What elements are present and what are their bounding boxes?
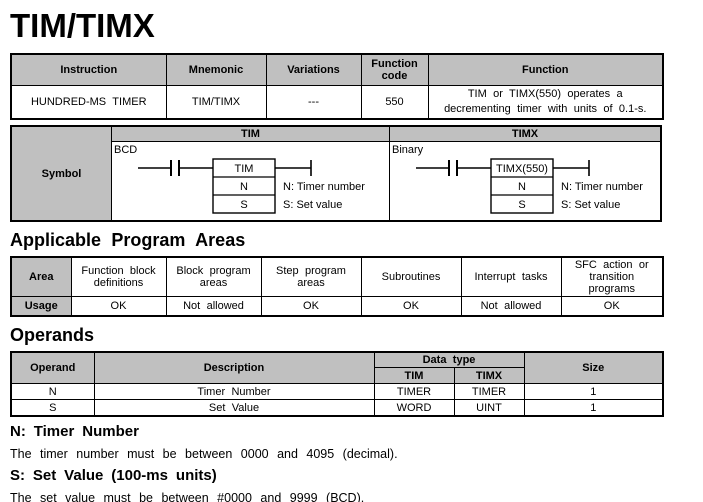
manual-page: TIM/TIMX Instruction Mnemonic Variations… <box>10 7 665 502</box>
symbol-header-timx: TIMX <box>390 127 660 143</box>
timx-note-s: S: Set value <box>561 199 620 211</box>
instruction-box <box>212 158 276 214</box>
cell-function: TIM or TIMX(550) operates a decrementing… <box>427 84 664 120</box>
cell-size: 1 <box>523 399 664 417</box>
usage-col-0: OK <box>70 296 167 317</box>
area-col-4: Interrupt tasks <box>460 256 562 298</box>
col-header-mnemonic: Mnemonic <box>165 53 267 86</box>
usage-col-1: Not allowed <box>165 296 262 317</box>
col-header-timx: TIMX <box>453 367 525 385</box>
program-areas-usage-row: Usage OK Not allowed OK OK Not allowed O… <box>10 296 664 317</box>
cell-description: Timer Number <box>93 383 375 401</box>
row-header-area: Area <box>10 256 72 298</box>
timx-operand-s: S <box>518 199 525 211</box>
operands-header-row-1: Operand Description Data type Size <box>10 351 664 385</box>
section-heading-operands: Operands <box>10 324 95 345</box>
cell-tim-type: TIMER <box>373 383 455 401</box>
instruction-table-row: HUNDRED-MS TIMER TIM/TIMX --- 550 TIM or… <box>10 84 664 120</box>
instruction-box <box>490 158 554 214</box>
tim-format-label: BCD <box>114 144 137 156</box>
cell-variations: --- <box>265 84 362 120</box>
row-header-usage: Usage <box>10 296 72 317</box>
instruction-table: Instruction Mnemonic Variations Function… <box>10 53 664 121</box>
symbol-table: Symbol TIM BCD TIM N S <box>10 125 662 223</box>
timx-format-label: Binary <box>392 144 424 156</box>
usage-col-2: OK <box>260 296 362 317</box>
cell-operand: N <box>10 383 95 401</box>
cell-description: Set Value <box>93 399 375 417</box>
symbol-panel-timx: TIMX Binary TIMX(550) N S N: Timer <box>390 127 660 221</box>
cell-size: 1 <box>523 383 664 401</box>
timx-operand-n: N <box>518 181 526 193</box>
cell-operand: S <box>10 399 95 417</box>
col-header-size: Size <box>523 351 664 385</box>
operands-header-row-2: TIM TIMX <box>11 367 663 385</box>
area-col-0: Function block definitions <box>70 256 167 298</box>
symbol-row-label: Symbol <box>12 127 112 221</box>
col-header-tim: TIM <box>373 367 455 385</box>
cell-instruction: HUNDRED-MS TIMER <box>10 84 167 120</box>
usage-col-5: OK <box>560 296 664 317</box>
area-col-1: Block program areas <box>165 256 262 298</box>
instruction-table-header-row: Instruction Mnemonic Variations Function… <box>10 53 664 86</box>
tim-ladder-svg: BCD TIM N S N: Timer number S: Set value <box>114 144 365 214</box>
cell-timx-type: UINT <box>453 399 525 417</box>
note-body-s: The set value must be between #0000 and … <box>10 490 365 502</box>
timx-ladder-svg: Binary TIMX(550) N S N: Timer number S: … <box>392 144 643 214</box>
col-header-operand: Operand <box>10 351 95 385</box>
program-areas-table: Area Function block definitions Block pr… <box>10 256 664 317</box>
area-col-2: Step program areas <box>260 256 362 298</box>
tim-operand-s: S <box>240 199 247 211</box>
area-col-3: Subroutines <box>360 256 462 298</box>
cell-mnemonic: TIM/TIMX <box>165 84 267 120</box>
page-title: TIM/TIMX <box>10 7 155 44</box>
section-heading-program-areas: Applicable Program Areas <box>10 230 246 251</box>
note-heading-s: S: Set Value (100-ms units) <box>10 466 217 484</box>
ladder-diagram-timx: Binary TIMX(550) N S N: Timer number S: … <box>390 142 660 221</box>
operands-table: Operand Description Data type Size TIM T… <box>10 350 665 417</box>
col-header-data-type: Data type <box>373 351 525 369</box>
symbol-panel-tim: TIM BCD TIM N S N: Timer number <box>112 127 390 221</box>
symbol-header-tim: TIM <box>112 127 389 143</box>
note-heading-n: N: Timer Number <box>10 422 139 440</box>
cell-timx-type: TIMER <box>453 383 525 401</box>
note-body-n: The timer number must be between 0000 an… <box>10 446 398 461</box>
cell-tim-type: WORD <box>373 399 455 417</box>
ladder-diagram-tim: BCD TIM N S N: Timer number S: Set value <box>112 142 389 221</box>
usage-col-4: Not allowed <box>460 296 562 317</box>
tim-note-n: N: Timer number <box>283 181 365 193</box>
tim-note-s: S: Set value <box>283 199 342 211</box>
usage-col-3: OK <box>360 296 462 317</box>
col-header-function: Function <box>427 53 664 86</box>
col-header-description: Description <box>93 351 375 385</box>
timx-note-n: N: Timer number <box>561 181 643 193</box>
program-areas-header-row: Area Function block definitions Block pr… <box>10 256 664 298</box>
operand-row-n: N Timer Number TIMER TIMER 1 <box>10 383 664 401</box>
operand-row-s: S Set Value WORD UINT 1 <box>10 399 664 417</box>
area-col-5: SFC action or transition programs <box>560 256 664 298</box>
col-header-instruction: Instruction <box>10 53 167 86</box>
tim-box-title: TIM <box>235 163 254 175</box>
cell-function-code: 550 <box>360 84 429 120</box>
tim-operand-n: N <box>240 181 248 193</box>
col-header-variations: Variations <box>265 53 362 86</box>
timx-box-title: TIMX(550) <box>496 163 548 175</box>
col-header-function-code: Function code <box>360 53 429 86</box>
